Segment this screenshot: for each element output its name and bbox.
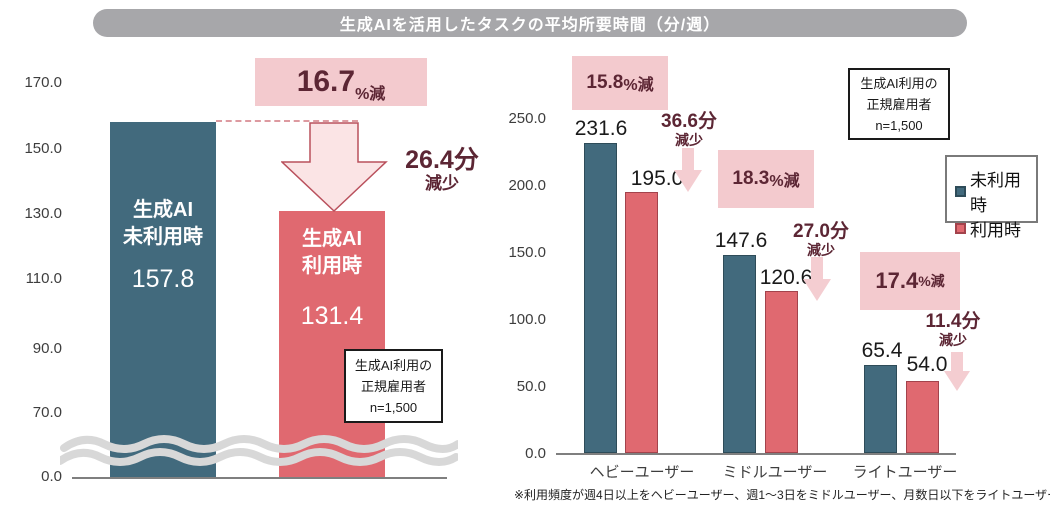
left-x-axis (72, 477, 447, 479)
note-line: 生成AI利用の (354, 357, 433, 373)
legend-label: 未利用時 (970, 171, 1021, 215)
percent-reduction-badge: 17.4 %減 (860, 252, 960, 310)
sample-size-note: 生成AI利用の 正規雇用者 n=1,500 (344, 349, 443, 423)
note-line: 正規雇用者 (360, 378, 426, 394)
percent-value: 18.3 (732, 168, 770, 189)
bar-middle-unused (723, 255, 756, 453)
right-y-tick: 250.0 (508, 110, 546, 127)
category-label-heavy: ヘビーユーザー (589, 464, 695, 481)
left-y-tick: 130.0 (24, 205, 62, 222)
legend-swatch-unused-icon (955, 185, 966, 197)
bar-value: 147.6 (714, 229, 768, 252)
bar-light-used (906, 381, 939, 453)
minutes-value: 26.4分 (405, 146, 479, 174)
percent-value: 17.4 (875, 268, 919, 293)
left-y-tick: 90.0 (32, 340, 62, 357)
bar-label: 生成AI (302, 228, 362, 250)
bar-ai-unused: 生成AI 未利用時 157.8 (110, 122, 216, 477)
chart-title-banner: 生成AIを活用したタスクの平均所要時間（分/週） (93, 9, 967, 37)
axis-break-icon (60, 435, 458, 466)
bar-heavy-used (625, 192, 658, 453)
left-y-tick: 70.0 (32, 404, 62, 421)
minutes-reduction-label: 26.4分 減少 (396, 146, 488, 194)
legend-item-unused: 未利用時 (955, 166, 1028, 216)
category-label-light: ライトユーザー (852, 464, 958, 481)
footnote: ※利用頻度が週4日以上をヘビーユーザー、週1～3日をミドルユーザー、月数日以下を… (514, 488, 1050, 502)
legend-swatch-used-icon (955, 223, 966, 234)
bar-value: 157.8 (131, 265, 195, 293)
minutes-value: 11.4分 (925, 311, 981, 332)
minutes-sub: 減少 (425, 174, 459, 193)
bar-value: 65.4 (861, 339, 903, 362)
right-x-axis (556, 453, 956, 455)
note-line: 生成AI利用の (860, 75, 938, 91)
bar-label: 未利用時 (123, 226, 203, 248)
bar-value: 231.6 (574, 117, 628, 140)
percent-reduction-badge: 15.8 %減 (572, 56, 668, 110)
minutes-reduction-label: 11.4分 減少 (920, 311, 986, 349)
bar-value: 54.0 (906, 353, 948, 376)
minutes-sub: 減少 (675, 132, 703, 148)
sample-size-note: 生成AI利用の 正規雇用者 n=1,500 (848, 68, 950, 140)
left-y-tick: 0.0 (41, 468, 62, 485)
legend: 未利用時 利用時 (945, 155, 1038, 240)
right-y-tick: 200.0 (508, 177, 546, 194)
percent-reduction-badge: 18.3 %減 (718, 150, 814, 208)
right-y-tick: 50.0 (516, 378, 546, 395)
left-y-tick: 150.0 (24, 140, 62, 157)
note-line: n=1,500 (369, 399, 418, 415)
minutes-sub: 減少 (807, 242, 835, 258)
percent-suffix: %減 (623, 77, 654, 94)
small-reduction-arrow-icon (803, 257, 831, 301)
left-y-tick: 110.0 (25, 270, 62, 287)
right-y-tick: 150.0 (508, 244, 546, 261)
minutes-reduction-label: 36.6分 減少 (650, 111, 728, 149)
category-label-middle: ミドルユーザー (722, 464, 828, 481)
percent-value: 16.7 (296, 65, 356, 98)
percent-suffix: %減 (355, 86, 386, 103)
legend-item-used: 利用時 (955, 216, 1028, 241)
right-y-tick: 100.0 (508, 311, 546, 328)
note-line: 正規雇用者 (866, 96, 932, 112)
small-reduction-arrow-icon (674, 148, 702, 192)
percent-suffix: %減 (769, 173, 800, 190)
percent-suffix: %減 (918, 273, 945, 289)
bar-label: 生成AI (133, 199, 193, 221)
bar-middle-used (765, 291, 798, 453)
legend-label: 利用時 (970, 221, 1021, 240)
minutes-reduction-label: 27.0分 減少 (786, 221, 856, 259)
note-line: n=1,500 (875, 117, 923, 133)
percent-value: 15.8 (586, 72, 624, 93)
bar-heavy-unused (584, 143, 617, 453)
chart-title: 生成AIを活用したタスクの平均所要時間（分/週） (339, 17, 721, 34)
bar-label: 利用時 (302, 255, 362, 277)
reference-dashed-line (216, 120, 358, 122)
reduction-arrow-icon (281, 122, 388, 213)
bar-ai-used: 生成AI 利用時 131.4 (279, 211, 385, 477)
bar-value: 195.0 (630, 167, 684, 190)
bar-value: 120.6 (759, 266, 813, 289)
bar-light-unused (864, 365, 897, 453)
bar-value: 131.4 (300, 302, 364, 330)
minutes-value: 36.6分 (661, 111, 717, 132)
minutes-value: 27.0分 (793, 221, 849, 242)
left-y-tick: 170.0 (24, 74, 62, 91)
right-y-tick: 0.0 (525, 445, 546, 462)
small-reduction-arrow-icon (944, 352, 970, 391)
percent-reduction-badge: 16.7 %減 (255, 58, 427, 106)
minutes-sub: 減少 (939, 332, 967, 348)
